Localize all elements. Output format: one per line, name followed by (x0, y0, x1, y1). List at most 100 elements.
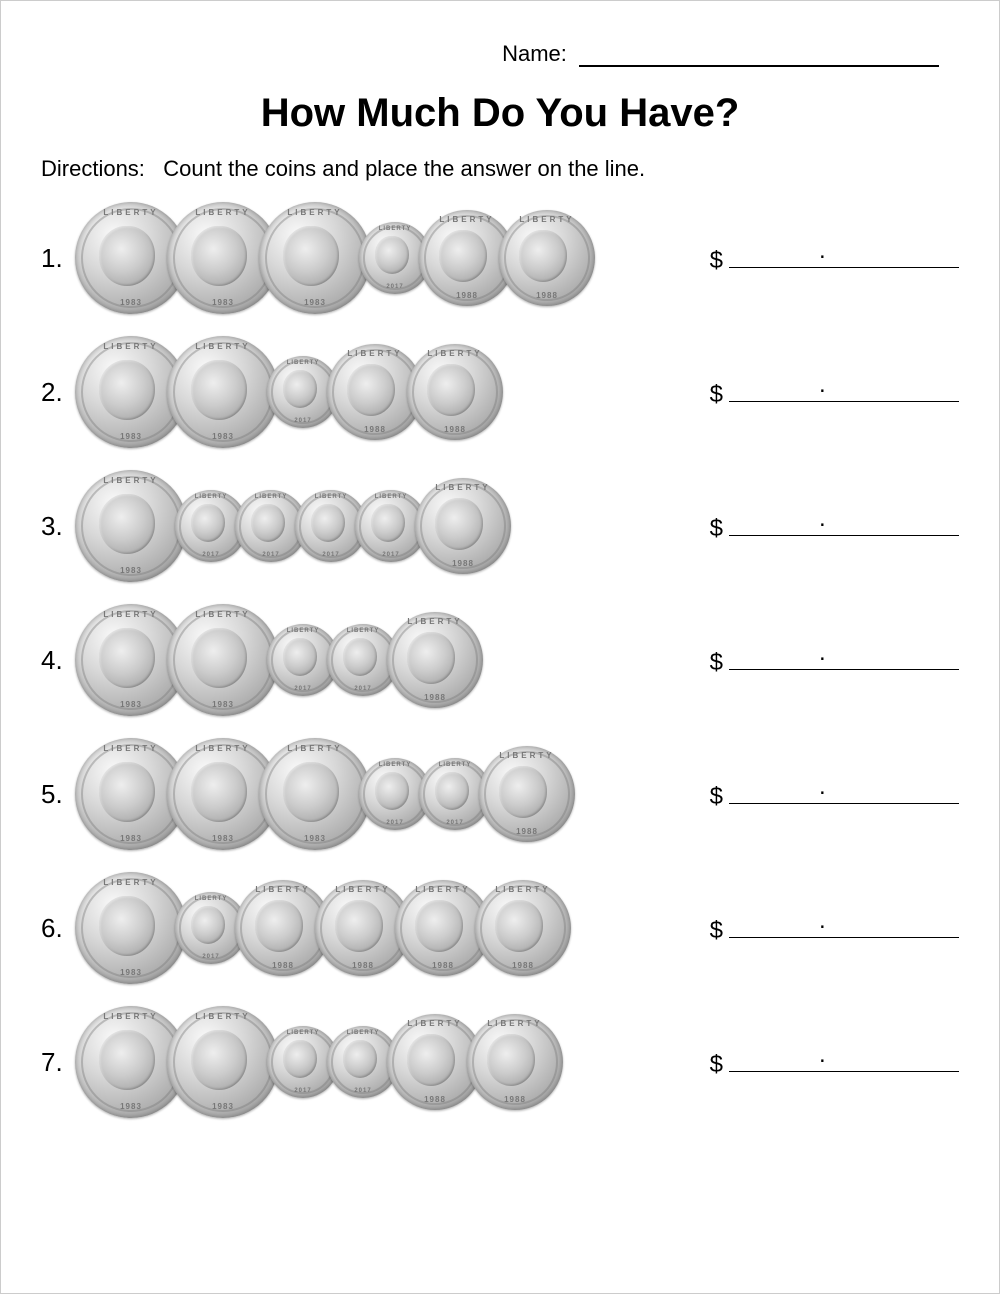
coin-group: LIBERTY1983LIBERTY1983LIBERTY1983LIBERTY… (75, 202, 595, 314)
coin-bottom-text: 2017 (327, 1088, 399, 1094)
coin-bottom-text: 1988 (415, 559, 511, 568)
coin-top-text: LIBERTY (267, 360, 339, 366)
name-input-line[interactable] (579, 45, 939, 67)
currency-symbol: $ (710, 649, 723, 677)
coin-bottom-text: 1983 (167, 700, 279, 709)
coin-top-text: LIBERTY (359, 226, 431, 232)
answer-area: $. (690, 912, 959, 945)
problem-row: 7.LIBERTY1983LIBERTY1983LIBERTY2017LIBER… (41, 1006, 959, 1118)
coin-bottom-text: 2017 (355, 552, 427, 558)
currency-symbol: $ (710, 515, 723, 543)
directions-text: Count the coins and place the answer on … (163, 156, 645, 181)
problem-number: 6. (41, 913, 75, 944)
decimal-dot: . (819, 237, 826, 265)
currency-symbol: $ (710, 1051, 723, 1079)
answer-area: $. (690, 376, 959, 409)
nickel-coin-icon: LIBERTY 1988 (475, 880, 571, 976)
problem-number: 1. (41, 243, 75, 274)
worksheet-page: Name: How Much Do You Have? Directions: … (0, 0, 1000, 1294)
nickel-coin-icon: LIBERTY1988 (467, 1014, 563, 1110)
decimal-dot: . (819, 907, 826, 935)
nickel-coin-icon: LIBERTY 1988 (499, 210, 595, 306)
nickel-coin-icon: LIBERTY 1988 (387, 612, 483, 708)
quarter-coin-icon: LIBERTY 1983 (75, 470, 187, 582)
coin-bottom-text: 1983 (167, 1102, 279, 1111)
coin-top-text: LIBERTY (175, 896, 247, 902)
quarter-coin-icon: LIBERTY 1983 (75, 872, 187, 984)
coin-top-text: LIBERTY (355, 494, 427, 500)
directions-label: Directions: (41, 156, 145, 181)
coin-top-text: LIBERTY (327, 628, 399, 634)
coin-bottom-text: 1988 (387, 693, 483, 702)
coin-top-text: LIBERTY (75, 476, 187, 485)
coin-top-text: LIBERTY (415, 483, 511, 492)
coin-bottom-text: 1988 (479, 827, 575, 836)
problem-number: 2. (41, 377, 75, 408)
coin-top-text: LIBERTY (259, 744, 371, 753)
coin-bottom-text: 2017 (175, 954, 247, 960)
coin-bottom-text: 1988 (475, 961, 571, 970)
answer-input-line[interactable]: . (729, 376, 959, 402)
currency-symbol: $ (710, 381, 723, 409)
problem-row: 1.LIBERTY1983LIBERTY1983LIBERTY1983LIBER… (41, 202, 959, 314)
nickel-coin-icon: LIBERTY 1988 (415, 478, 511, 574)
answer-area: $. (690, 778, 959, 811)
coin-top-text: LIBERTY (387, 617, 483, 626)
name-row: Name: (41, 41, 959, 67)
quarter-coin-icon: LIBERTY 1983 (259, 738, 371, 850)
coin-bottom-text: 2017 (267, 418, 339, 424)
coin-bottom-text: 1988 (499, 291, 595, 300)
decimal-dot: . (819, 371, 826, 399)
directions: Directions: Count the coins and place th… (41, 156, 959, 182)
coin-bottom-text: 1988 (407, 425, 503, 434)
answer-input-line[interactable]: . (729, 242, 959, 268)
problem-row: 3.LIBERTY1983LIBERTY2017LIBERTY2017LIBER… (41, 470, 959, 582)
problem-number: 5. (41, 779, 75, 810)
currency-symbol: $ (710, 783, 723, 811)
coin-top-text: LIBERTY (167, 1012, 279, 1021)
coin-top-text: LIBERTY (467, 1019, 563, 1028)
answer-area: $. (690, 510, 959, 543)
coin-group: LIBERTY1983LIBERTY2017LIBERTY2017LIBERTY… (75, 470, 511, 582)
decimal-dot: . (819, 639, 826, 667)
coin-group: LIBERTY1983LIBERTY1983LIBERTY1983LIBERTY… (75, 738, 575, 850)
quarter-coin-icon: LIBERTY 1983 (167, 1006, 279, 1118)
quarter-coin-icon: LIBERTY 1983 (167, 604, 279, 716)
coin-bottom-text: 1983 (259, 298, 371, 307)
problem-number: 3. (41, 511, 75, 542)
quarter-coin-icon: LIBERTY 1983 (167, 336, 279, 448)
answer-input-line[interactable]: . (729, 778, 959, 804)
coin-top-text: LIBERTY (75, 878, 187, 887)
coin-group: LIBERTY1983LIBERTY1983LIBERTY2017LIBERTY… (75, 1006, 563, 1118)
answer-input-line[interactable]: . (729, 912, 959, 938)
coin-top-text: LIBERTY (167, 610, 279, 619)
coin-bottom-text: 1983 (75, 968, 187, 977)
answer-input-line[interactable]: . (729, 644, 959, 670)
coin-top-text: LIBERTY (475, 885, 571, 894)
currency-symbol: $ (710, 917, 723, 945)
coin-group: LIBERTY1983LIBERTY2017LIBERTY1988LIBERTY… (75, 872, 571, 984)
problem-number: 4. (41, 645, 75, 676)
answer-area: $. (690, 644, 959, 677)
name-label: Name: (502, 41, 567, 66)
coin-top-text: LIBERTY (259, 208, 371, 217)
coin-group: LIBERTY1983LIBERTY1983LIBERTY2017LIBERTY… (75, 604, 483, 716)
decimal-dot: . (819, 773, 826, 801)
answer-area: $. (690, 242, 959, 275)
problem-number: 7. (41, 1047, 75, 1078)
coin-top-text: LIBERTY (167, 342, 279, 351)
coin-bottom-text: 1983 (259, 834, 371, 843)
coin-top-text: LIBERTY (479, 751, 575, 760)
currency-symbol: $ (710, 247, 723, 275)
coin-top-text: LIBERTY (499, 215, 595, 224)
coin-top-text: LIBERTY (419, 762, 491, 768)
coin-bottom-text: 1983 (167, 432, 279, 441)
problem-row: 6.LIBERTY1983LIBERTY2017LIBERTY1988LIBER… (41, 872, 959, 984)
answer-input-line[interactable]: . (729, 1046, 959, 1072)
coin-bottom-text: 2017 (359, 284, 431, 290)
answer-input-line[interactable]: . (729, 510, 959, 536)
coin-bottom-text: 1983 (75, 566, 187, 575)
nickel-coin-icon: LIBERTY1988 (407, 344, 503, 440)
quarter-coin-icon: LIBERTY 1983 (259, 202, 371, 314)
problems-list: 1.LIBERTY1983LIBERTY1983LIBERTY1983LIBER… (41, 202, 959, 1118)
